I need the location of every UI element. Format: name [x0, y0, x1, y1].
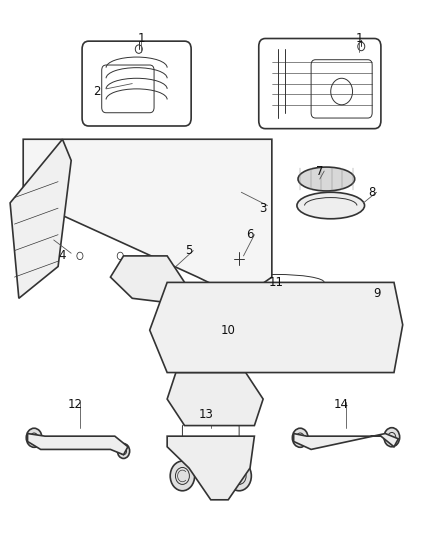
- Text: 1: 1: [137, 32, 145, 45]
- Text: 1: 1: [354, 32, 362, 45]
- Circle shape: [233, 252, 244, 265]
- Polygon shape: [10, 139, 71, 298]
- Circle shape: [281, 316, 300, 339]
- Text: 7: 7: [315, 165, 323, 177]
- Text: 4: 4: [59, 249, 66, 262]
- Text: 2: 2: [93, 85, 101, 98]
- Polygon shape: [167, 373, 262, 425]
- Polygon shape: [23, 139, 271, 298]
- Text: 11: 11: [268, 276, 283, 289]
- Ellipse shape: [297, 167, 354, 191]
- Circle shape: [26, 428, 42, 447]
- Text: 6: 6: [246, 228, 253, 241]
- Text: 12: 12: [68, 398, 83, 411]
- Polygon shape: [149, 282, 402, 373]
- Circle shape: [184, 298, 232, 357]
- Text: 9: 9: [372, 287, 379, 300]
- Circle shape: [117, 443, 129, 458]
- Circle shape: [170, 461, 194, 491]
- Text: 13: 13: [198, 408, 213, 422]
- Polygon shape: [293, 433, 397, 449]
- Circle shape: [299, 316, 318, 339]
- Circle shape: [316, 316, 335, 339]
- Text: 14: 14: [333, 398, 348, 411]
- Circle shape: [292, 428, 307, 447]
- Polygon shape: [110, 256, 184, 304]
- Circle shape: [376, 318, 391, 337]
- Polygon shape: [167, 436, 254, 500]
- Text: 8: 8: [367, 186, 375, 199]
- Text: 5: 5: [185, 244, 192, 257]
- Circle shape: [383, 427, 399, 447]
- Ellipse shape: [296, 192, 364, 219]
- Text: 10: 10: [220, 324, 235, 337]
- Circle shape: [226, 461, 251, 491]
- Polygon shape: [28, 433, 127, 455]
- Text: 3: 3: [259, 201, 266, 215]
